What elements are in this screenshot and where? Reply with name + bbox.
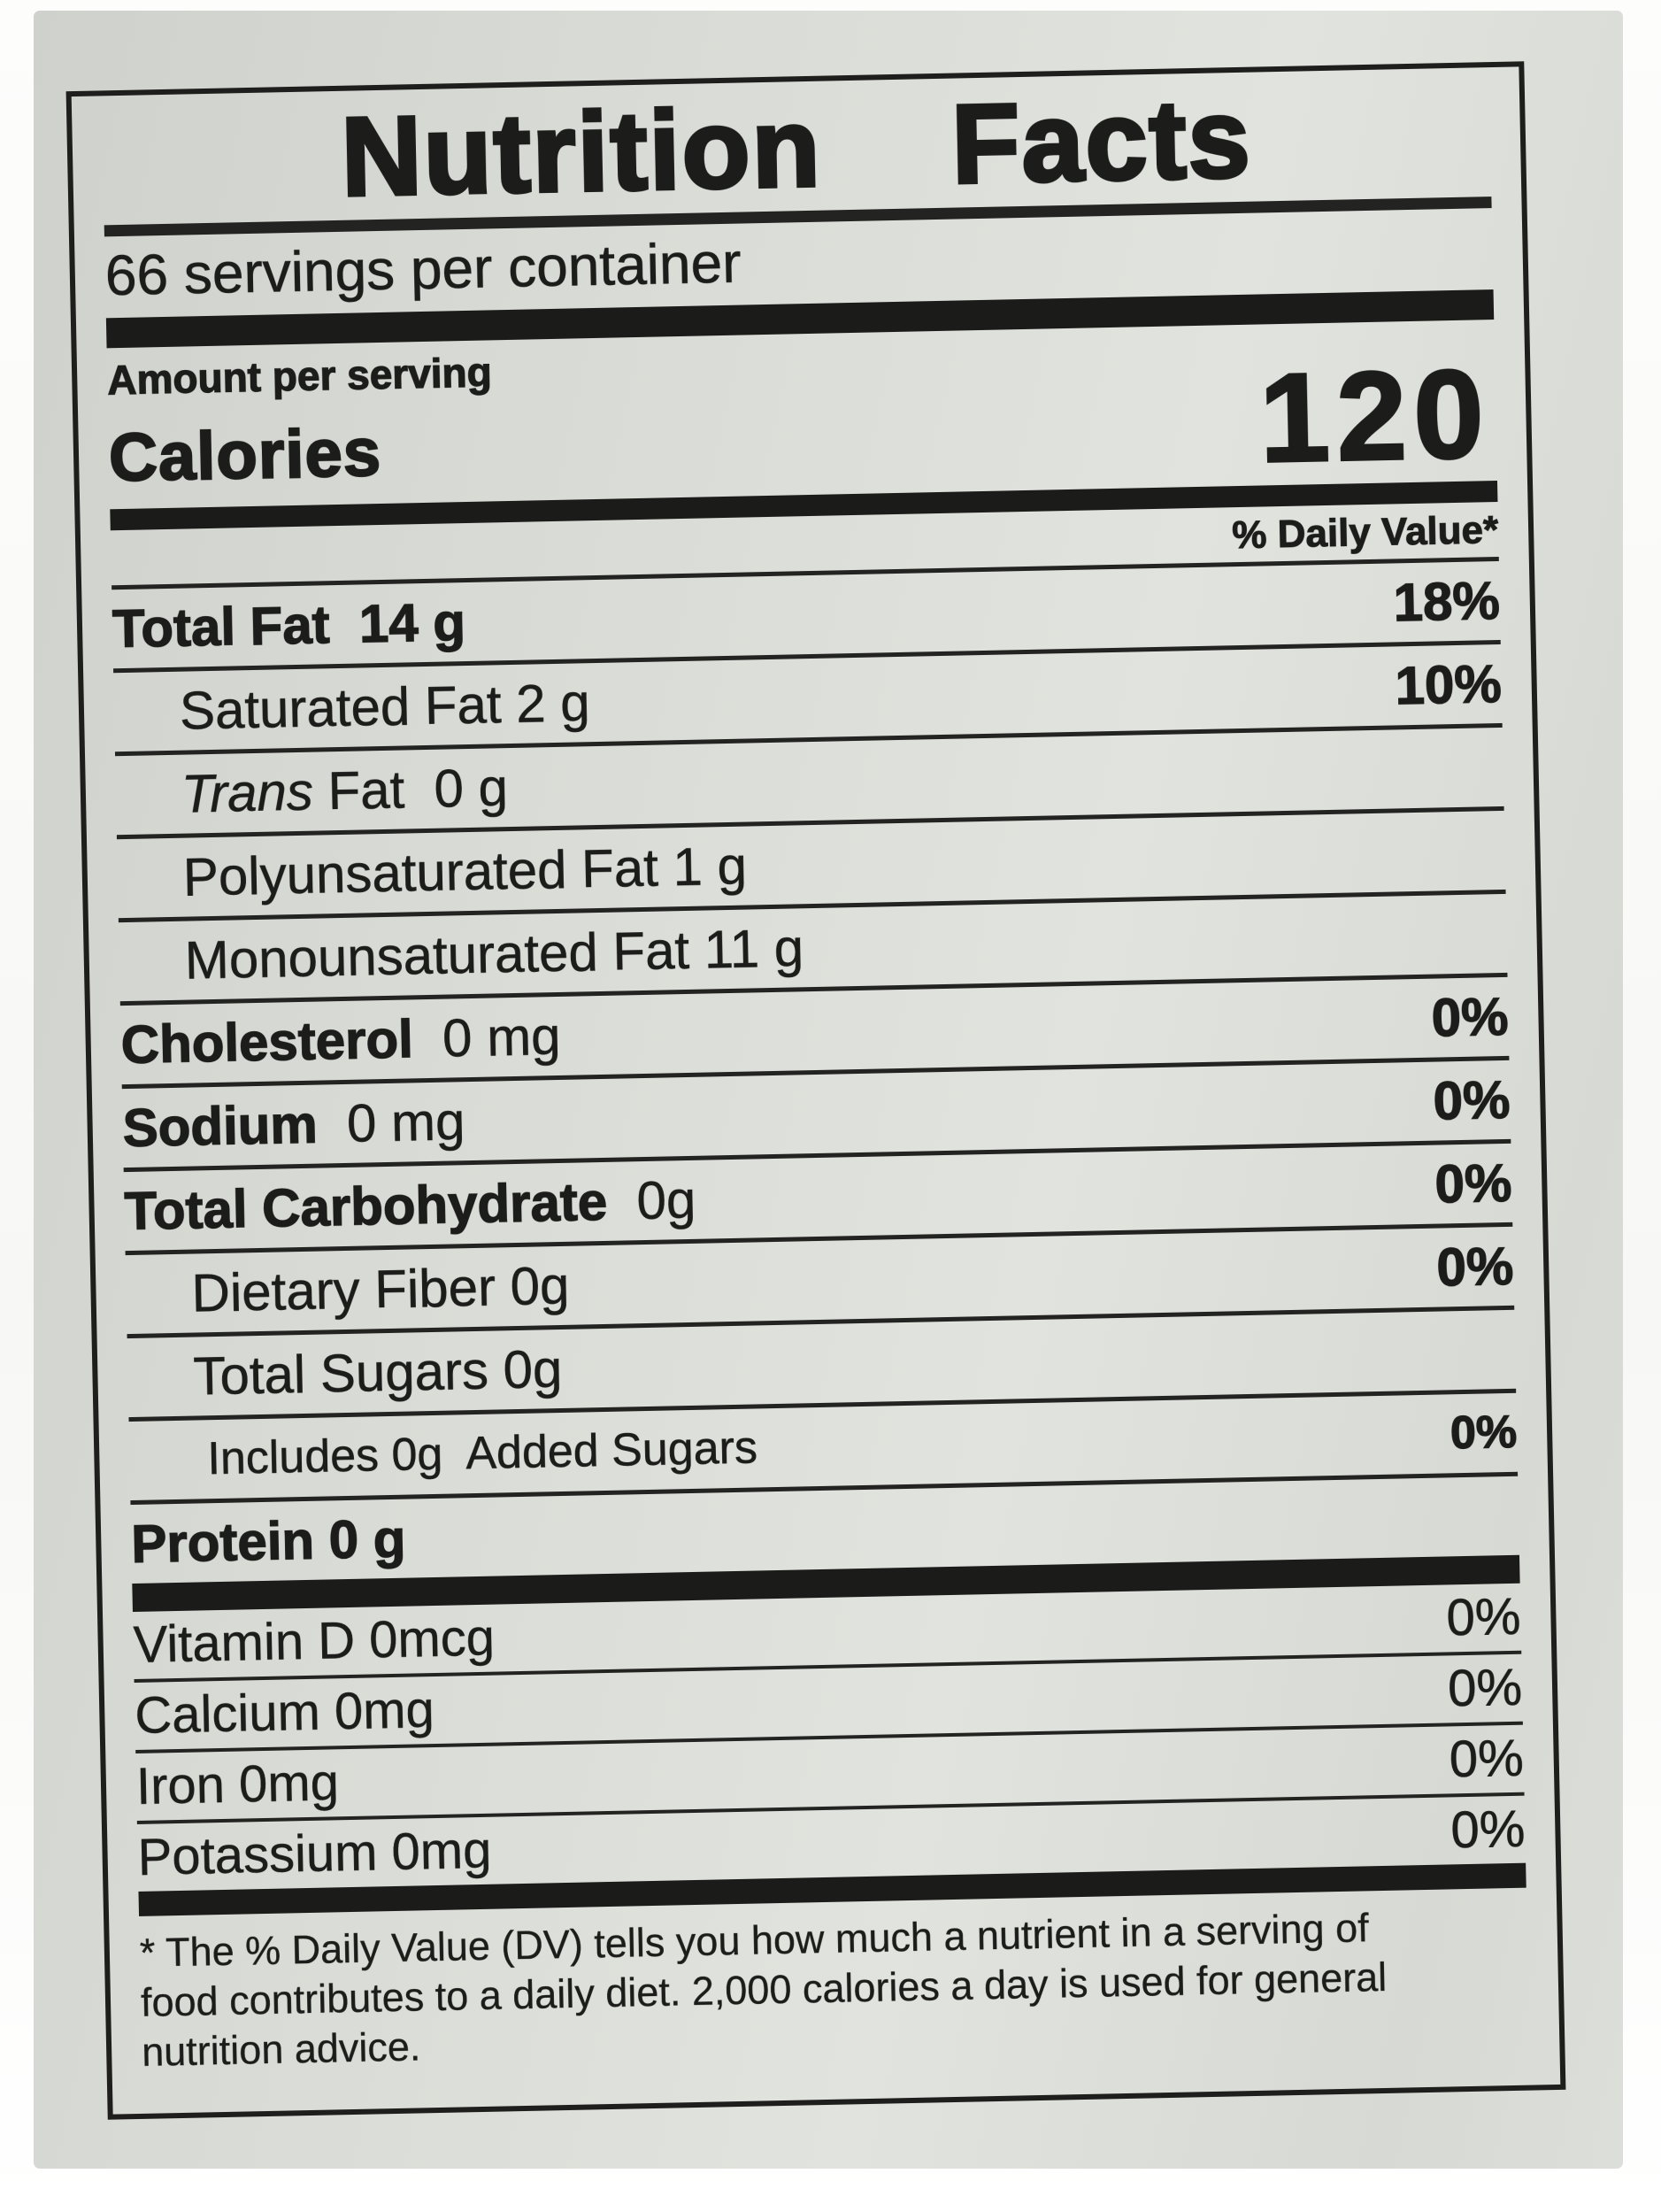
nutrient-name: Total Sugars 0g xyxy=(192,1338,564,1407)
nutrient-name: Monounsaturated Fat 11 g xyxy=(184,918,804,990)
nutrient-percent: 0% xyxy=(1434,1152,1513,1214)
nutrient-name: Includes 0g Added Sugars xyxy=(206,1422,758,1485)
calories-value: 120 xyxy=(1257,343,1493,490)
vitamin-percent: 0% xyxy=(1445,1587,1522,1647)
nutrient-percent: 0% xyxy=(1430,986,1510,1048)
nutrient-name: Protein 0 g xyxy=(130,1508,407,1575)
nutrient-name: Total Fat 14 g xyxy=(112,591,467,659)
calories-label: Calories xyxy=(107,414,383,497)
nutrient-name: Saturated Fat 2 g xyxy=(179,673,591,741)
label-title: Nutrition Facts xyxy=(338,74,1255,221)
nutrient-percent: 10% xyxy=(1394,653,1503,716)
vitamin-name: Potassium 0mg xyxy=(137,1821,492,1887)
nutrient-name: Trans Fat 0 g xyxy=(181,758,509,824)
nutrient-percent: 0% xyxy=(1432,1069,1511,1131)
footnote: * The % Daily Value (DV) tells you how m… xyxy=(139,1900,1529,2077)
nutrient-rows: Total Fat 14 g 18% Saturated Fat 2 g 10% Tra… xyxy=(112,560,1519,1584)
vitamin-name: Vitamin D 0mcg xyxy=(133,1608,496,1675)
vitamin-rows: Vitamin D 0mcg 0% Calcium 0mg 0% Iron 0mg 0% P… xyxy=(133,1583,1526,1892)
nutrient-percent: 0% xyxy=(1435,1236,1514,1298)
vitamin-percent: 0% xyxy=(1449,1729,1525,1789)
nutrient-name: Total Carbohydrate 0g xyxy=(123,1169,696,1242)
nutrient-name: Polyunsaturated Fat 1 g xyxy=(182,836,748,907)
nutrient-percent: 18% xyxy=(1392,570,1501,633)
vitamin-percent: 0% xyxy=(1450,1800,1526,1860)
nutrient-name: Cholesterol 0 mg xyxy=(119,1006,562,1075)
nutrient-name: Dietary Fiber 0g xyxy=(190,1255,571,1323)
nutrition-facts-label: Nutrition Facts 66 servings per containe… xyxy=(65,61,1566,2120)
label-photo-background: Nutrition Facts 66 servings per containe… xyxy=(34,11,1623,2169)
vitamin-name: Calcium 0mg xyxy=(134,1681,435,1745)
nutrient-percent: 0% xyxy=(1450,1406,1519,1460)
nutrient-name: Sodium 0 mg xyxy=(121,1091,466,1159)
vitamin-percent: 0% xyxy=(1447,1658,1523,1718)
vitamin-name: Iron 0mg xyxy=(135,1753,340,1815)
